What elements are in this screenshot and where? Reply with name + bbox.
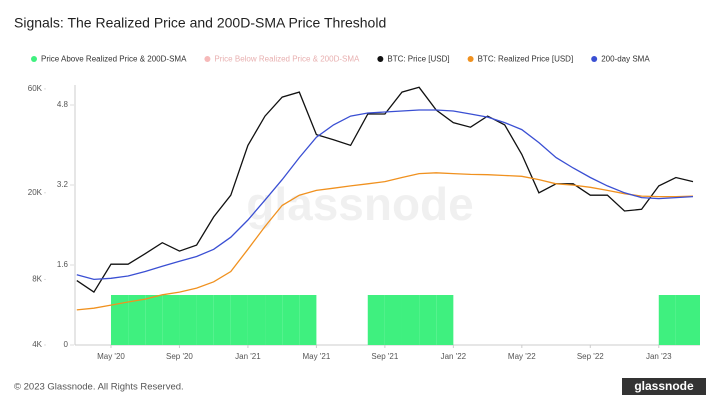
legend-label: 200-day SMA (601, 55, 650, 64)
legend-swatch (31, 56, 37, 62)
y-tick-label: 4K (32, 340, 42, 349)
signal-bar (658, 295, 676, 345)
signal-bar (384, 295, 402, 345)
y-tick-label: 20K (28, 188, 43, 197)
footer: © 2023 Glassnode. All Rights Reserved. (14, 382, 184, 393)
y2-tick-label: 3.2 (57, 180, 69, 189)
signal-bar (401, 295, 420, 345)
signal-bar (282, 295, 300, 345)
legend-swatch (591, 56, 598, 62)
signal-bar (110, 295, 129, 345)
legend-label: Price Above Realized Price & 200D-SMA (41, 55, 187, 64)
series-line (76, 172, 694, 311)
signal-bar (675, 295, 693, 345)
watermark: glassnode (246, 178, 474, 230)
legend-swatch (377, 56, 384, 62)
signal-bar (196, 295, 214, 345)
signal-bar (693, 295, 700, 345)
series-line (76, 109, 694, 281)
logo: glassnode (634, 379, 694, 393)
signal-bar (179, 295, 197, 345)
legend-swatch (204, 56, 211, 62)
y2-tick-label: 4.8 (57, 100, 69, 109)
y2-tick-label: 0 (64, 340, 69, 349)
signal-bar (299, 295, 317, 345)
x-tick-label: Jan '22 (441, 352, 467, 361)
x-tick-label: May '21 (303, 352, 331, 361)
legend-label: BTC: Realized Price [USD] (478, 55, 574, 64)
signal-bar (128, 295, 146, 345)
x-tick-label: Sep '21 (371, 352, 398, 361)
x-tick-label: Sep '20 (166, 352, 193, 361)
signal-bar (230, 295, 248, 345)
legend-label: Price Below Realized Price & 200D-SMA (214, 55, 360, 64)
legend-swatch (467, 56, 474, 62)
y-tick-label: 8K (32, 275, 42, 284)
x-tick-label: Jan '21 (235, 352, 261, 361)
series-line (76, 86, 694, 294)
y-tick-label: 60K (28, 84, 43, 93)
chart-title: Signals: The Realized Price and 200D-SMA… (14, 15, 386, 31)
signal-bar (145, 295, 163, 345)
x-tick-label: May '22 (508, 352, 536, 361)
x-tick-label: May '20 (97, 352, 125, 361)
signal-bar (436, 295, 454, 345)
signal-bar (162, 295, 180, 345)
y2-tick-label: 1.6 (57, 260, 69, 269)
legend-label: BTC: Price [USD] (387, 55, 449, 64)
x-tick-label: Jan '23 (646, 352, 672, 361)
x-tick-label: Sep '22 (577, 352, 604, 361)
legend: Price Above Realized Price & 200D-SMA Pri… (31, 55, 650, 64)
signal-bar (367, 295, 385, 345)
signal-bar (247, 295, 266, 345)
logo-box (622, 378, 706, 395)
signal-bar (213, 295, 231, 345)
signal-bar (419, 295, 437, 345)
signal-bar (265, 295, 283, 345)
